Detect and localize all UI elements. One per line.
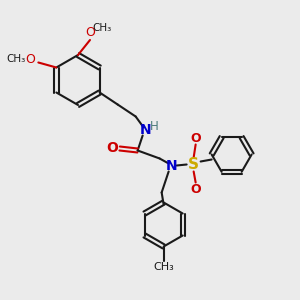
Text: O: O bbox=[26, 53, 35, 66]
Text: N: N bbox=[140, 124, 152, 137]
Text: O: O bbox=[107, 142, 118, 155]
Text: O: O bbox=[190, 132, 201, 145]
Text: CH₃: CH₃ bbox=[92, 23, 112, 33]
Text: O: O bbox=[85, 26, 95, 40]
Text: N: N bbox=[166, 160, 178, 173]
Text: H: H bbox=[150, 120, 159, 133]
Text: O: O bbox=[190, 183, 201, 196]
Text: CH₃: CH₃ bbox=[153, 262, 174, 272]
Text: CH₃: CH₃ bbox=[7, 55, 26, 64]
Text: S: S bbox=[188, 157, 199, 172]
